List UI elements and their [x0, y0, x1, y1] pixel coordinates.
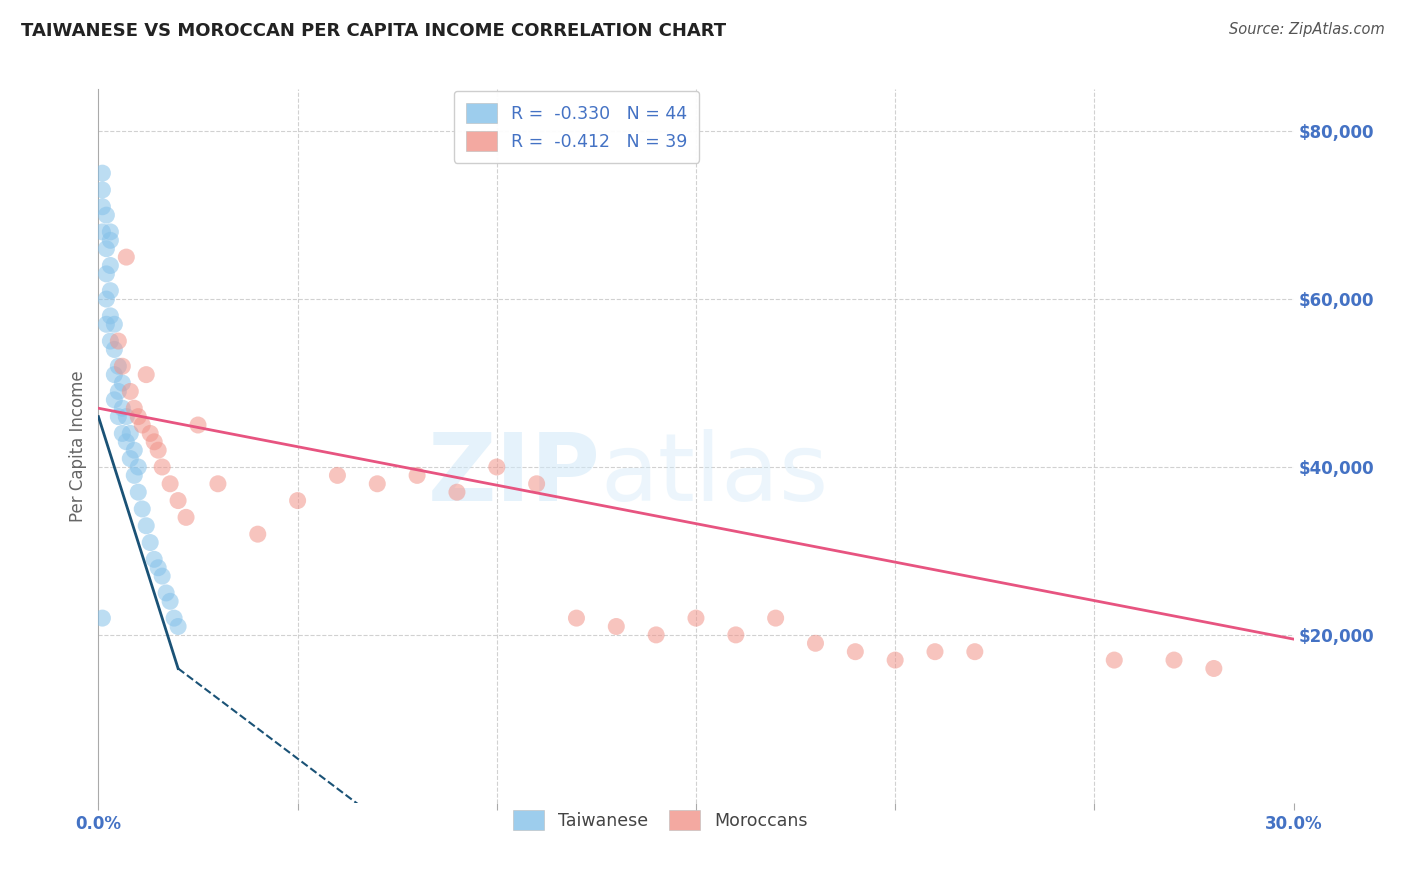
- Point: [167, 493, 190, 508]
- Point: [103, 368, 125, 382]
- Point: [96, 292, 118, 306]
- Text: atlas: atlas: [600, 428, 828, 521]
- Point: [124, 401, 146, 416]
- Point: [115, 434, 138, 449]
- Point: [124, 468, 146, 483]
- Point: [366, 476, 388, 491]
- Point: [115, 409, 138, 424]
- Point: [163, 611, 186, 625]
- Point: [98, 225, 122, 239]
- Point: [804, 636, 827, 650]
- Point: [124, 443, 146, 458]
- Point: [103, 343, 125, 357]
- Text: Source: ZipAtlas.com: Source: ZipAtlas.com: [1229, 22, 1385, 37]
- Point: [446, 485, 468, 500]
- Point: [167, 619, 190, 633]
- Text: ZIP: ZIP: [427, 428, 600, 521]
- Point: [120, 426, 142, 441]
- Point: [1163, 653, 1185, 667]
- Point: [96, 318, 118, 332]
- Point: [91, 225, 114, 239]
- Point: [924, 645, 946, 659]
- Point: [148, 443, 170, 458]
- Point: [135, 368, 157, 382]
- Point: [155, 586, 177, 600]
- Point: [526, 476, 548, 491]
- Point: [127, 409, 149, 424]
- Point: [111, 426, 134, 441]
- Point: [1202, 661, 1225, 675]
- Point: [135, 518, 157, 533]
- Point: [98, 334, 122, 348]
- Point: [143, 552, 166, 566]
- Point: [159, 594, 181, 608]
- Point: [96, 267, 118, 281]
- Point: [131, 417, 153, 432]
- Point: [139, 535, 162, 549]
- Point: [150, 569, 173, 583]
- Point: [98, 284, 122, 298]
- Point: [120, 384, 142, 399]
- Point: [174, 510, 197, 524]
- Text: TAIWANESE VS MOROCCAN PER CAPITA INCOME CORRELATION CHART: TAIWANESE VS MOROCCAN PER CAPITA INCOME …: [21, 22, 727, 40]
- Point: [565, 611, 588, 625]
- Point: [406, 468, 429, 483]
- Point: [148, 560, 170, 574]
- Legend: Taiwanese, Moroccans: Taiwanese, Moroccans: [506, 803, 814, 837]
- Point: [645, 628, 668, 642]
- Point: [127, 460, 149, 475]
- Point: [107, 384, 129, 399]
- Point: [724, 628, 747, 642]
- Point: [98, 259, 122, 273]
- Point: [1104, 653, 1126, 667]
- Point: [103, 392, 125, 407]
- Point: [844, 645, 866, 659]
- Point: [287, 493, 309, 508]
- Point: [187, 417, 209, 432]
- Point: [98, 309, 122, 323]
- Point: [685, 611, 707, 625]
- Point: [91, 183, 114, 197]
- Point: [150, 460, 173, 475]
- Point: [91, 166, 114, 180]
- Point: [963, 645, 986, 659]
- Point: [246, 527, 269, 541]
- Point: [98, 233, 122, 247]
- Point: [107, 359, 129, 374]
- Y-axis label: Per Capita Income: Per Capita Income: [69, 370, 87, 522]
- Point: [326, 468, 349, 483]
- Point: [107, 409, 129, 424]
- Point: [111, 401, 134, 416]
- Point: [207, 476, 229, 491]
- Point: [96, 242, 118, 256]
- Point: [91, 200, 114, 214]
- Point: [139, 426, 162, 441]
- Point: [143, 434, 166, 449]
- Point: [91, 611, 114, 625]
- Point: [605, 619, 627, 633]
- Point: [111, 359, 134, 374]
- Point: [884, 653, 907, 667]
- Point: [115, 250, 138, 264]
- Point: [111, 376, 134, 390]
- Point: [127, 485, 149, 500]
- Point: [96, 208, 118, 222]
- Point: [159, 476, 181, 491]
- Point: [120, 451, 142, 466]
- Point: [131, 502, 153, 516]
- Point: [485, 460, 508, 475]
- Point: [107, 334, 129, 348]
- Point: [103, 318, 125, 332]
- Point: [765, 611, 787, 625]
